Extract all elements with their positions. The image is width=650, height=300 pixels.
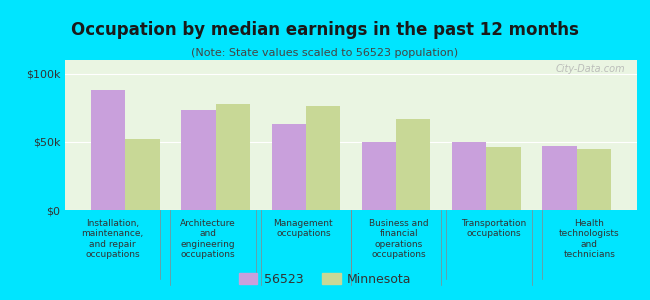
- Text: Management
occupations: Management occupations: [274, 219, 333, 239]
- Bar: [577, 148, 611, 210]
- Bar: [272, 124, 306, 210]
- Bar: [542, 146, 577, 210]
- Bar: [306, 106, 340, 210]
- Text: Occupation by median earnings in the past 12 months: Occupation by median earnings in the pas…: [71, 21, 579, 39]
- Text: Transportation
occupations: Transportation occupations: [462, 219, 526, 239]
- Text: Architecture
and
engineering
occupations: Architecture and engineering occupations: [180, 219, 236, 259]
- Bar: [216, 103, 250, 210]
- Bar: [125, 139, 160, 210]
- Bar: [362, 142, 396, 210]
- Bar: [452, 142, 486, 210]
- Text: City-Data.com: City-Data.com: [556, 64, 625, 74]
- Bar: [91, 90, 125, 210]
- Bar: [486, 147, 521, 210]
- Text: Business and
financial
operations
occupations: Business and financial operations occupa…: [369, 219, 428, 259]
- Text: (Note: State values scaled to 56523 population): (Note: State values scaled to 56523 popu…: [192, 48, 458, 58]
- Legend: 56523, Minnesota: 56523, Minnesota: [233, 268, 417, 291]
- Bar: [181, 110, 216, 210]
- Text: Installation,
maintenance,
and repair
occupations: Installation, maintenance, and repair oc…: [81, 219, 144, 259]
- Text: Health
technologists
and
technicians: Health technologists and technicians: [559, 219, 619, 259]
- Bar: [396, 118, 430, 210]
